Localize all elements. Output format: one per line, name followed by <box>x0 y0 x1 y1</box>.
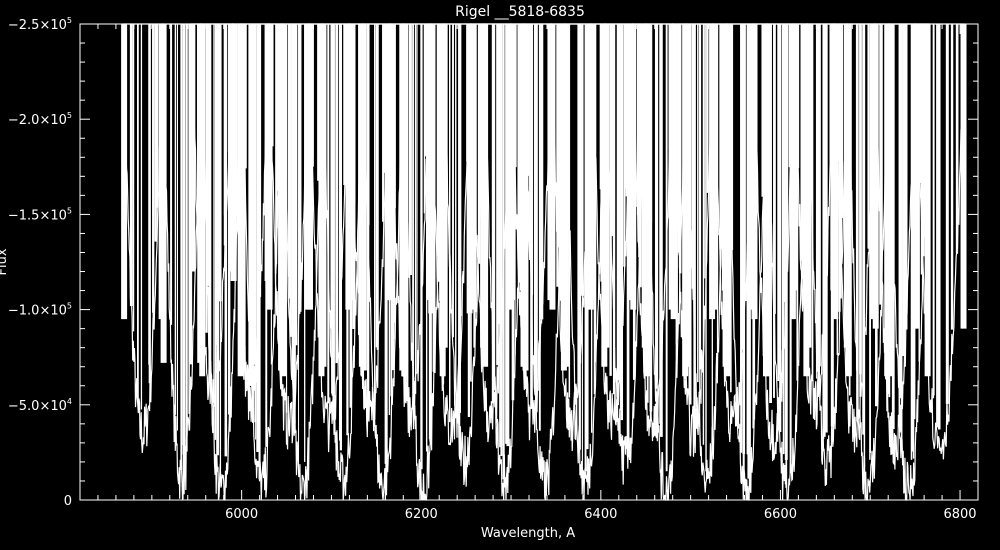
x-axis-label: Wavelength, A <box>481 526 575 541</box>
y-tick-label: −5.0×104 <box>8 397 72 414</box>
x-tick-label: 6800 <box>943 507 976 522</box>
y-tick-label: −1.0×105 <box>8 302 72 319</box>
spectrum-order-31 <box>752 23 795 462</box>
spectrum-order-39 <box>914 23 966 460</box>
spectrum-order-34 <box>806 23 849 487</box>
spectrum-order-13 <box>389 23 431 438</box>
spectrum-order-33 <box>793 23 835 430</box>
spectrum-order-37 <box>874 23 916 470</box>
spectrum-order-15 <box>429 23 472 446</box>
y-tick-label: 0 <box>64 494 72 509</box>
y-tick-label: −1.5×105 <box>8 206 72 223</box>
spectrum-order-9 <box>308 23 350 453</box>
x-tick-label: 6600 <box>764 507 797 522</box>
x-tick-label: 6000 <box>225 507 258 522</box>
spectrum-series <box>121 23 967 501</box>
y-axis-label: Flux <box>0 248 10 275</box>
spectrum-order-2 <box>162 23 202 501</box>
y-tick-label: −2.0×105 <box>8 111 72 128</box>
x-tick-label: 6200 <box>405 507 438 522</box>
axes: 6000 6200 6400 6600 6800 0 −5.0×104 −1.0×105 −1.… <box>8 16 979 522</box>
spectrum-order-23 <box>591 23 633 440</box>
spectrum-order-5 <box>232 23 270 422</box>
spectrum-order-7 <box>267 23 310 450</box>
y-tick-label: −2.5×105 <box>8 16 72 33</box>
x-tick-label: 6400 <box>584 507 617 522</box>
spectrum-order-36 <box>847 23 889 501</box>
chart-title: Rigel __5818-6835 <box>455 4 585 20</box>
